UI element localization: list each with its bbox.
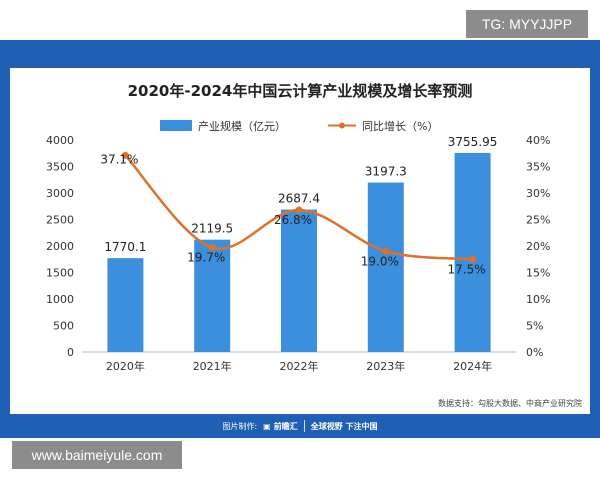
x-tick-label: 2023年 <box>366 359 405 373</box>
y-left-tick: 1500 <box>46 267 74 280</box>
brand-name: 前瞻汇 <box>273 421 298 431</box>
bar <box>454 152 491 352</box>
y-right-tick: 5% <box>526 320 543 333</box>
watermark-bottom: www.baimeiyule.com <box>12 441 182 469</box>
line-series <box>121 151 477 263</box>
legend: 产业规模（亿元） 同比增长（%） <box>160 119 438 133</box>
bar <box>367 182 404 352</box>
legend-bar-label: 产业规模（亿元） <box>198 119 286 133</box>
chart-card: 2020年-2024年中国云计算产业规模及增长率预测 产业规模（亿元） 同比增长（… <box>10 68 590 414</box>
legend-line-marker <box>339 122 345 129</box>
line-point <box>382 247 390 255</box>
chart-title: 2020年-2024年中国云计算产业规模及增长率预测 <box>128 82 473 100</box>
x-tick-label: 2022年 <box>280 359 319 373</box>
footer-slogan: 全球视野 下注中国 <box>310 421 378 431</box>
source-note: 数据支持：勾股大数据、中商产业研究院 <box>438 398 582 408</box>
y-left-tick: 0 <box>67 346 74 359</box>
x-tick-label: 2021年 <box>193 359 232 373</box>
line-point <box>121 151 129 159</box>
line-value-label: 17.5% <box>448 262 486 276</box>
y-left-tick: 1000 <box>46 293 74 306</box>
line-value-label: 26.8% <box>274 213 312 227</box>
y-left-tick: 3000 <box>46 187 74 200</box>
brand-logo-icon: ▣ <box>263 421 271 431</box>
bar <box>194 239 231 352</box>
y-left-tick: 2000 <box>46 240 74 253</box>
footer-label: 图片制作: <box>222 421 258 431</box>
data-labels: 1770.1 2119.5 2687.4 3197.3 3755.95 37.1% 19.7… <box>100 135 497 276</box>
bar <box>281 209 317 352</box>
legend-bar-swatch <box>160 120 192 131</box>
bar <box>107 258 144 352</box>
line-point <box>208 244 216 252</box>
y-right-tick: 20% <box>526 240 550 253</box>
bar-value-label: 2687.4 <box>278 192 320 206</box>
x-tick-label: 2020年 <box>106 359 145 373</box>
axes: 0 500 1000 1500 2000 2500 3000 3500 4000 0% 5% 10% 1… <box>46 134 550 373</box>
y-right-tick: 30% <box>526 187 550 200</box>
bar-value-label: 1770.1 <box>104 240 146 254</box>
watermark-top: TG: MYYJJPP <box>466 10 588 38</box>
y-right-tick: 15% <box>526 267 550 280</box>
y-right-tick: 25% <box>526 214 550 227</box>
y-right-tick: 40% <box>526 134 550 147</box>
chart: 2020年-2024年中国云计算产业规模及增长率预测 产业规模（亿元） 同比增长（… <box>46 82 582 408</box>
footer-divider <box>303 420 305 432</box>
line-value-label: 37.1% <box>100 152 138 166</box>
y-right-tick: 10% <box>526 293 550 306</box>
bars <box>107 152 491 352</box>
line-value-label: 19.0% <box>361 254 399 268</box>
y-left-tick: 2500 <box>46 214 74 227</box>
footer-bar: 图片制作: ▣ 前瞻汇 全球视野 下注中国 <box>0 414 600 438</box>
x-tick-label: 2024年 <box>453 359 492 373</box>
bar-value-label: 3755.95 <box>448 135 498 149</box>
line-point <box>295 206 303 214</box>
legend-line-label: 同比增长（%） <box>362 119 438 133</box>
line-value-label: 19.7% <box>187 251 225 265</box>
y-right-tick: 0% <box>526 346 543 359</box>
y-left-tick: 4000 <box>46 134 74 147</box>
bar-value-label: 3197.3 <box>365 165 407 179</box>
bar-value-label: 2119.5 <box>191 222 233 236</box>
y-right-tick: 35% <box>526 161 550 174</box>
y-left-tick: 500 <box>53 320 74 333</box>
y-left-tick: 3500 <box>46 161 74 174</box>
brand-logo: ▣ 前瞻汇 <box>263 421 298 432</box>
line-point <box>469 255 477 263</box>
